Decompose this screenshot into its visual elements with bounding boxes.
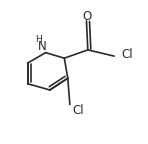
Text: Cl: Cl <box>121 48 133 61</box>
Text: Cl: Cl <box>73 104 84 117</box>
Text: O: O <box>82 10 92 23</box>
Text: N: N <box>38 40 47 53</box>
Text: H: H <box>35 35 41 44</box>
